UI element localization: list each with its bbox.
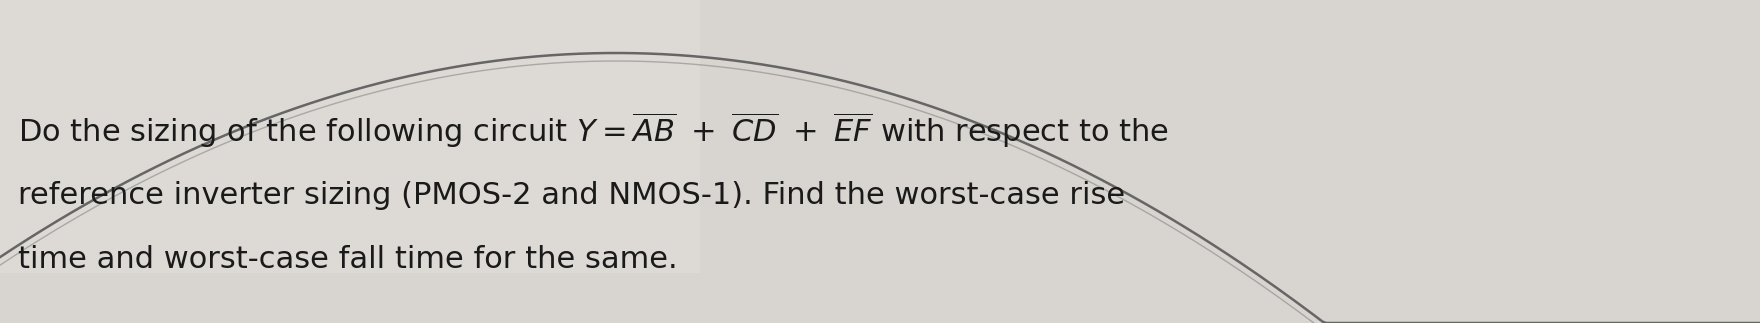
Text: Do the sizing of the following circuit $Y = \overline{AB}\ +\ \overline{CD}\ +\ : Do the sizing of the following circuit $… bbox=[18, 110, 1169, 150]
Text: time and worst-case fall time for the same.: time and worst-case fall time for the sa… bbox=[18, 245, 678, 275]
Text: reference inverter sizing (PMOS-2 and NMOS-1). Find the worst-case rise: reference inverter sizing (PMOS-2 and NM… bbox=[18, 181, 1125, 210]
Polygon shape bbox=[0, 0, 700, 273]
